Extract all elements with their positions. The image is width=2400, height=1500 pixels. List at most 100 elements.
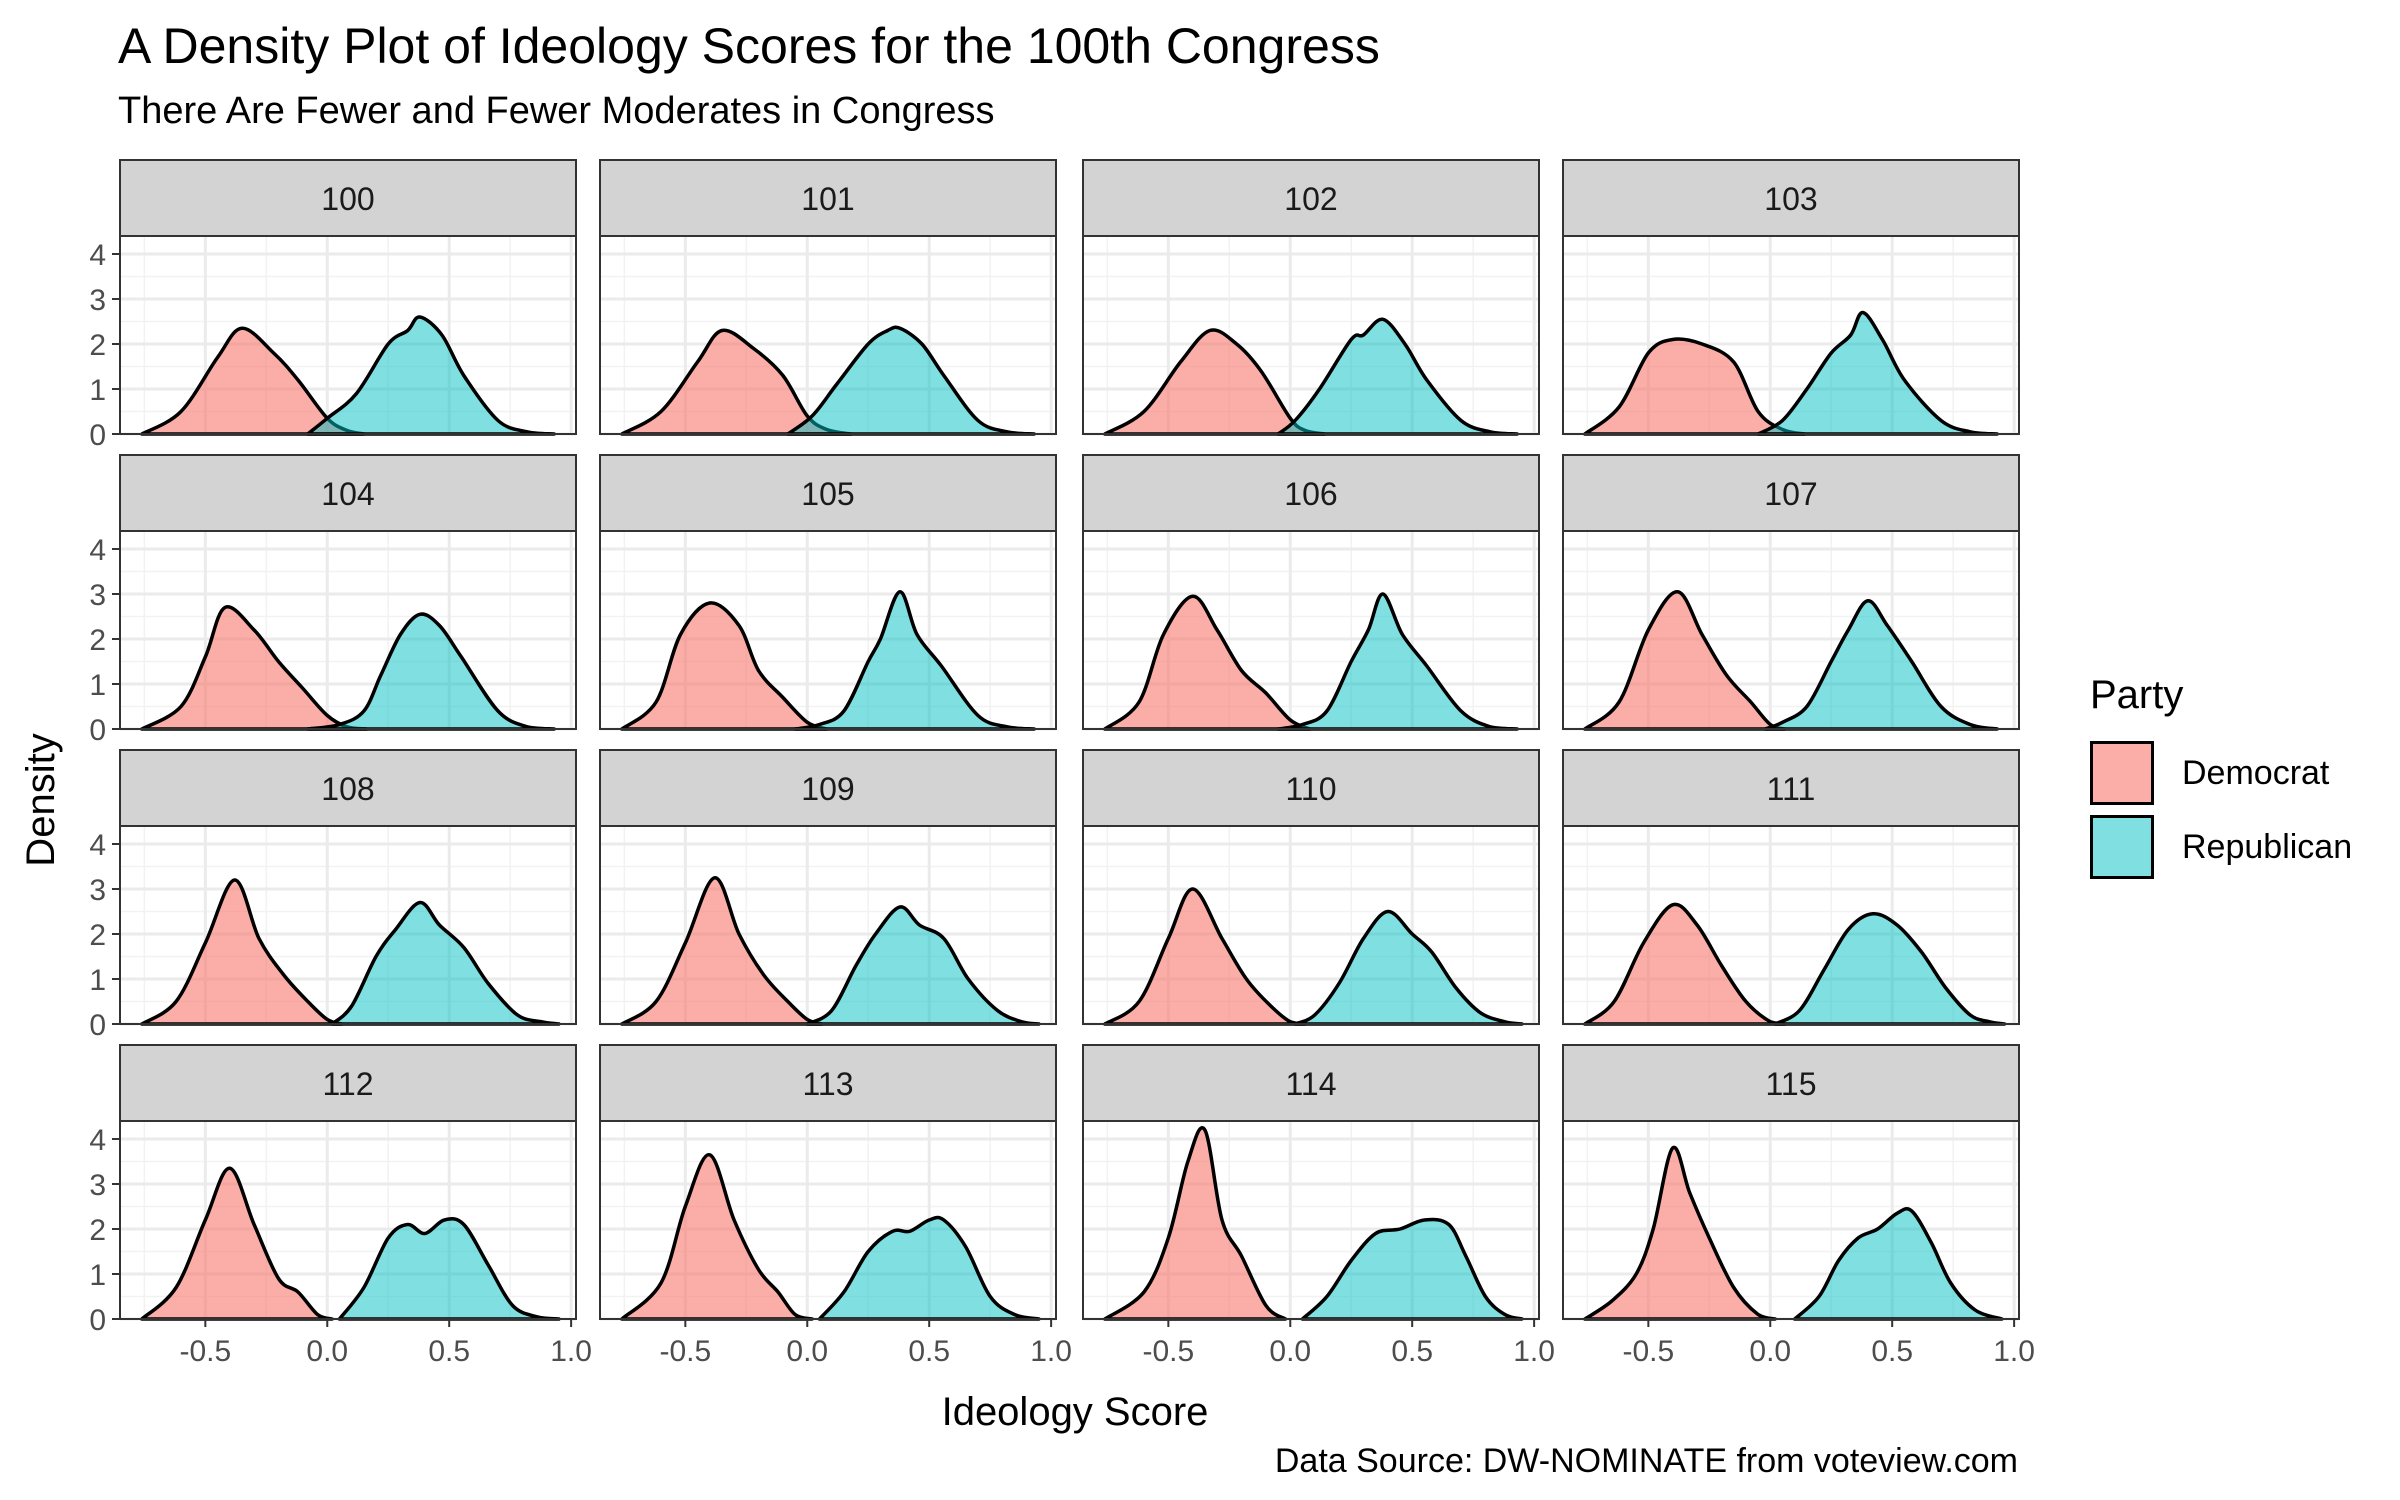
density-democrat bbox=[1103, 887, 1307, 1026]
facet-label: 109 bbox=[801, 771, 854, 807]
panel-border bbox=[1562, 825, 2020, 1025]
panel-border bbox=[599, 1120, 1057, 1320]
y-tick-label: 1 bbox=[89, 964, 106, 997]
facet-panel-108: 108 0 1 2 3 4 bbox=[89, 749, 577, 1042]
density-republican bbox=[1756, 310, 1999, 436]
facet-panel-111: 111 bbox=[1562, 749, 2020, 1026]
density-republican bbox=[1276, 592, 1519, 731]
facet-label: 111 bbox=[1767, 771, 1816, 807]
y-axis-title: Density bbox=[19, 733, 63, 866]
facet-label: 107 bbox=[1764, 476, 1817, 512]
x-axis-title: Ideology Score bbox=[942, 1390, 1209, 1434]
x-tick-label: 1.0 bbox=[1993, 1335, 2035, 1368]
y-tick-label: 2 bbox=[89, 329, 106, 362]
facet-panel-102: 102 bbox=[1082, 159, 1540, 436]
facet-panel-100: 100 0 1 2 3 4 bbox=[89, 159, 577, 452]
y-tick-label: 2 bbox=[89, 919, 106, 952]
density-democrat bbox=[1583, 902, 1787, 1026]
density-democrat bbox=[1103, 1126, 1288, 1321]
facet-strip bbox=[599, 1044, 1057, 1122]
panel-border bbox=[1082, 825, 1540, 1025]
density-republican bbox=[1792, 1207, 2004, 1321]
legend-label-republican: Republican bbox=[2182, 827, 2353, 866]
x-tick-label: 1.0 bbox=[1030, 1335, 1072, 1368]
panel-border bbox=[1082, 530, 1540, 730]
chart-caption: Data Source: DW-NOMINATE from voteview.c… bbox=[1274, 1442, 2018, 1480]
facet-strip bbox=[119, 454, 577, 532]
panel-border bbox=[1562, 530, 2020, 730]
facet-label: 105 bbox=[801, 476, 854, 512]
density-democrat bbox=[140, 878, 344, 1026]
density-republican bbox=[805, 905, 1041, 1026]
x-tick-label: -0.5 bbox=[1622, 1335, 1674, 1368]
density-republican bbox=[337, 1217, 561, 1321]
facet-strip bbox=[1562, 159, 2020, 237]
y-tick-label: 0 bbox=[89, 1304, 106, 1337]
y-tick-label: 1 bbox=[89, 669, 106, 702]
facet-strip bbox=[1082, 749, 1540, 827]
facet-strip bbox=[1562, 454, 2020, 532]
density-democrat bbox=[1583, 1145, 1777, 1321]
x-tick-label: 0.5 bbox=[1871, 1335, 1913, 1368]
y-tick-label: 4 bbox=[89, 829, 106, 862]
facet-panel-106: 106 bbox=[1082, 454, 1540, 731]
y-tick-label: 3 bbox=[89, 874, 106, 907]
density-democrat bbox=[1583, 590, 1787, 731]
legend-label-democrat: Democrat bbox=[2182, 753, 2330, 792]
x-tick-label: -0.5 bbox=[1142, 1335, 1194, 1368]
y-tick-label: 2 bbox=[89, 624, 106, 657]
facet-strip bbox=[119, 749, 577, 827]
x-tick-label: 0.5 bbox=[428, 1335, 470, 1368]
density-democrat bbox=[1103, 594, 1312, 731]
panel-border bbox=[1562, 1120, 2020, 1320]
facet-strip bbox=[119, 159, 577, 237]
y-tick-label: 3 bbox=[89, 284, 106, 317]
facet-strip bbox=[1562, 749, 2020, 827]
facet-panel-103: 103 bbox=[1562, 159, 2020, 436]
legend-item-democrat: Democrat bbox=[2090, 736, 2352, 810]
facet-label: 103 bbox=[1764, 181, 1817, 217]
density-democrat bbox=[620, 1153, 814, 1321]
facet-strip bbox=[599, 159, 1057, 237]
y-tick-label: 2 bbox=[89, 1214, 106, 1247]
density-republican bbox=[1293, 909, 1524, 1026]
facet-label: 104 bbox=[321, 476, 374, 512]
facet-label: 115 bbox=[1765, 1066, 1816, 1102]
legend-key-democrat bbox=[2090, 741, 2154, 805]
y-tick-label: 1 bbox=[89, 1259, 106, 1292]
density-republican bbox=[330, 900, 561, 1026]
y-tick-label: 4 bbox=[89, 239, 106, 272]
y-tick-label: 4 bbox=[89, 1124, 106, 1157]
density-republican bbox=[817, 1215, 1041, 1321]
facet-label: 112 bbox=[322, 1066, 373, 1102]
panel-border bbox=[599, 235, 1057, 435]
facet-panel-104: 104 0 1 2 3 4 bbox=[89, 454, 577, 747]
facet-label: 114 bbox=[1285, 1066, 1336, 1102]
panel-border bbox=[119, 235, 577, 435]
x-tick-label: 0.0 bbox=[1269, 1335, 1311, 1368]
density-republican bbox=[1773, 912, 2007, 1026]
facet-label: 110 bbox=[1285, 771, 1336, 807]
facet-panel-101: 101 bbox=[599, 159, 1057, 436]
facet-panel-113: 113 -0.5 0.0 0.5 1.0 bbox=[599, 1044, 1072, 1368]
x-tick-label: 0.5 bbox=[908, 1335, 950, 1368]
density-republican bbox=[306, 315, 556, 436]
density-republican bbox=[786, 325, 1036, 436]
panel-border bbox=[119, 530, 577, 730]
facet-panel-107: 107 bbox=[1562, 454, 2020, 731]
facet-panel-110: 110 bbox=[1082, 749, 1540, 1026]
x-tick-label: 1.0 bbox=[1513, 1335, 1555, 1368]
panel-border bbox=[599, 530, 1057, 730]
facet-panel-115: 115 -0.5 0.0 0.5 1.0 bbox=[1562, 1044, 2035, 1368]
density-republican bbox=[306, 612, 556, 731]
facet-panel-112: 112 0 1 2 3 4 -0.5 0.0 0.5 1.0 bbox=[89, 1044, 592, 1368]
legend: Party Democrat Republican bbox=[2090, 668, 2352, 884]
panel-border bbox=[1082, 1120, 1540, 1320]
legend-item-republican: Republican bbox=[2090, 810, 2352, 884]
legend-key-republican bbox=[2090, 815, 2154, 879]
panel-border bbox=[119, 1120, 577, 1320]
y-tick-label: 3 bbox=[89, 579, 106, 612]
y-tick-label: 0 bbox=[89, 714, 106, 747]
density-democrat bbox=[620, 876, 824, 1026]
